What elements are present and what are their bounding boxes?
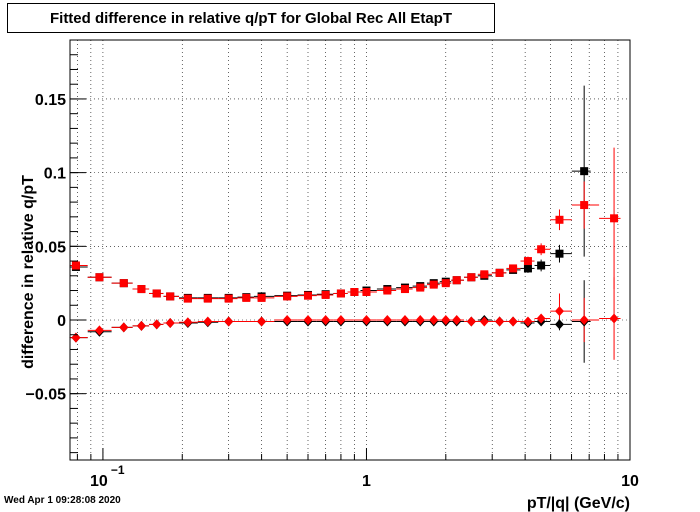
data-point-square	[555, 215, 564, 224]
x-tick-label: 10	[621, 473, 639, 490]
data-point-diamond	[136, 320, 146, 331]
data-point-square	[137, 285, 146, 294]
data-point-square	[523, 257, 532, 266]
data-point-diamond	[94, 325, 104, 336]
y-tick-label: −0.05	[26, 387, 67, 404]
chart-title: Fitted difference in relative q/pT for G…	[7, 3, 495, 33]
y-tick-label: 0.05	[35, 239, 66, 256]
data-point-diamond	[382, 315, 392, 325]
data-point-diamond	[495, 316, 505, 327]
x-axis-label: pT/|q| (GeV/c)	[527, 495, 630, 512]
data-point-square	[321, 290, 330, 299]
data-point-diamond	[165, 317, 175, 328]
data-point-diamond	[400, 315, 410, 325]
data-point-square	[283, 292, 292, 301]
data-point-diamond	[152, 319, 162, 330]
y-axis-label: difference in relative q/pT	[20, 175, 37, 369]
data-point-square	[480, 270, 489, 279]
data-point-square	[95, 273, 104, 282]
plot-frame	[69, 39, 631, 461]
y-tick-label: 0	[57, 313, 66, 330]
data-point-diamond	[361, 315, 371, 325]
y-tick-label: 0.15	[35, 92, 66, 109]
data-point-diamond	[119, 322, 129, 333]
data-point-square	[416, 283, 425, 292]
x-tick-label: 10	[90, 473, 108, 490]
data-point-square	[400, 285, 409, 294]
x-tick-exponent: −1	[111, 463, 125, 477]
data-point-square	[336, 289, 345, 298]
data-point-square	[152, 289, 161, 298]
data-point-diamond	[479, 316, 489, 327]
data-point-diamond	[321, 315, 331, 325]
data-point-diamond	[536, 313, 546, 324]
data-point-diamond	[282, 315, 292, 325]
data-point-diamond	[609, 313, 619, 324]
data-markers	[71, 167, 619, 343]
data-point-diamond	[303, 315, 313, 325]
data-point-square	[555, 249, 564, 258]
x-tick-label: 1	[362, 473, 371, 490]
data-point-diamond	[441, 315, 451, 325]
data-point-diamond	[257, 316, 267, 327]
data-point-diamond	[508, 316, 518, 327]
data-point-diamond	[579, 315, 589, 325]
data-point-diamond	[523, 316, 533, 327]
data-point-diamond	[203, 316, 213, 327]
data-point-square	[467, 273, 476, 282]
y-tick-label: 0.1	[44, 166, 66, 183]
data-point-square	[580, 167, 589, 176]
data-point-diamond	[429, 315, 439, 325]
data-point-square	[203, 294, 212, 303]
data-point-square	[166, 292, 175, 301]
data-point-square	[350, 288, 359, 296]
data-point-diamond	[466, 316, 476, 327]
data-point-square	[257, 293, 266, 302]
data-point-diamond	[452, 315, 462, 325]
data-point-square	[580, 201, 589, 210]
data-point-diamond	[415, 315, 425, 325]
data-point-diamond	[71, 332, 81, 343]
data-point-square	[119, 279, 128, 288]
data-point-square	[441, 279, 450, 288]
data-point-square	[523, 264, 532, 273]
data-point-square	[429, 280, 438, 289]
data-point-square	[452, 276, 461, 285]
timestamp: Wed Apr 1 09:28:08 2020	[4, 495, 121, 506]
data-point-diamond	[554, 319, 564, 330]
data-point-square	[610, 214, 619, 223]
data-point-square	[303, 291, 312, 300]
data-point-square	[224, 294, 233, 303]
data-point-square	[537, 261, 546, 270]
data-point-square	[509, 264, 518, 273]
data-point-square	[362, 288, 371, 296]
data-point-square	[183, 294, 192, 303]
data-point-diamond	[183, 317, 193, 328]
data-point-diamond	[224, 316, 234, 327]
data-point-square	[71, 261, 80, 270]
data-point-square	[495, 268, 504, 277]
data-point-square	[242, 293, 251, 302]
data-point-square	[383, 286, 392, 295]
data-point-diamond	[554, 306, 564, 317]
grid-lines	[70, 40, 631, 460]
data-point-diamond	[336, 315, 346, 325]
data-point-square	[537, 245, 546, 254]
